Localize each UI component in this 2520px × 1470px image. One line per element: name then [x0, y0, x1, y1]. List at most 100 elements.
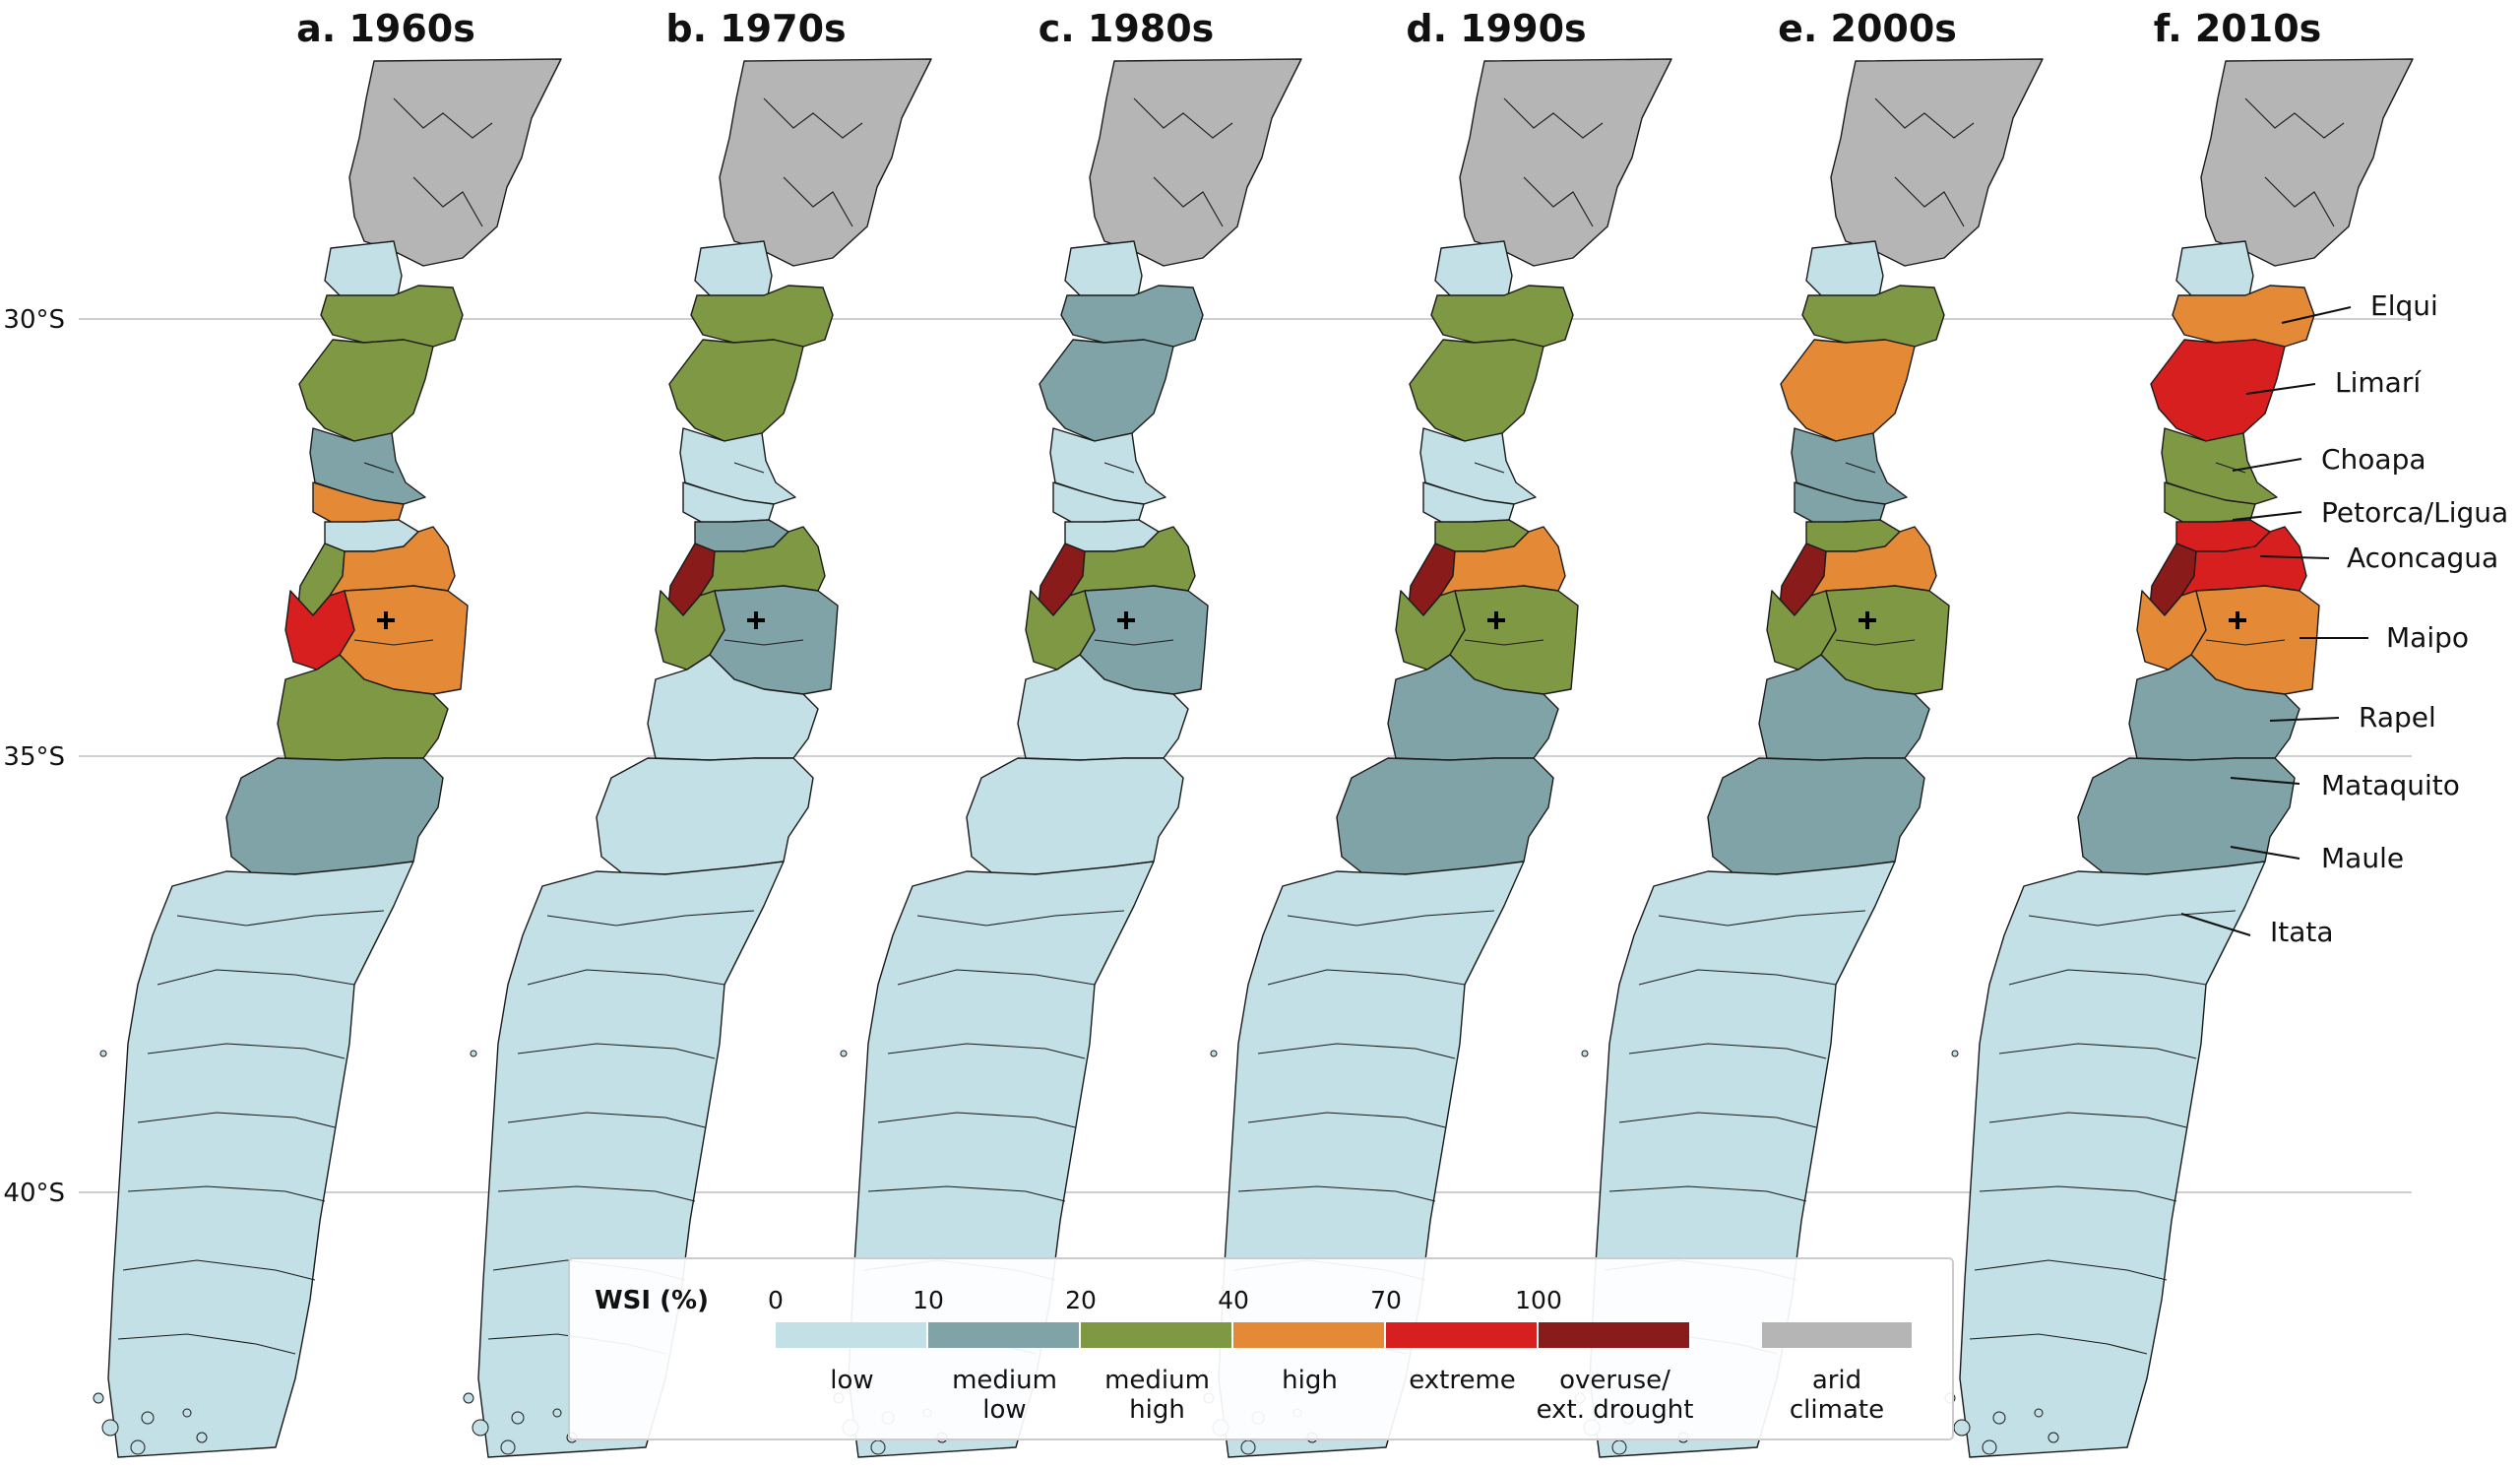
- basin-12: [2077, 757, 2296, 877]
- leader-itata: [2180, 913, 2251, 936]
- island-3: [1611, 1439, 1627, 1455]
- basin-3: [1780, 339, 1916, 442]
- basin-1: [694, 240, 773, 301]
- sub-basin-line-0: [1133, 97, 1233, 139]
- basin-12: [966, 757, 1184, 877]
- basin-0: [2200, 58, 2414, 267]
- sub-basin-line-5: [1608, 1185, 1807, 1202]
- basin-3: [1409, 339, 1544, 442]
- legend-ticks: 0 10 20 40 70 100: [768, 1286, 1562, 1314]
- santiago-marker-icon: [1117, 611, 1135, 629]
- basin-12: [225, 757, 444, 877]
- basin-2: [1060, 285, 1204, 348]
- sub-basin-line-8: [176, 910, 385, 927]
- sub-basin-line-10: [724, 639, 804, 646]
- basin-0: [348, 58, 562, 267]
- sub-basin-line-3: [1257, 1043, 1456, 1059]
- sub-basin-line-7: [1969, 1333, 2148, 1355]
- basin-13: [107, 861, 414, 1458]
- legend-tick-70: 70: [1370, 1286, 1402, 1314]
- latitude-labels: 30°S 35°S 40°S: [3, 305, 65, 1208]
- sub-basin-lines: [1969, 97, 2345, 1355]
- sub-basin-line-3: [1998, 1043, 2197, 1059]
- sub-basin-line-1: [1894, 176, 1965, 227]
- island-3: [500, 1439, 516, 1455]
- island-3: [1240, 1439, 1256, 1455]
- basin-1: [1064, 240, 1143, 301]
- sub-basin-line-1: [1523, 176, 1594, 227]
- legend-label-medium_high: medium: [1104, 1366, 1210, 1395]
- panel-title: f. 2010s: [2154, 7, 2322, 50]
- island-2: [93, 1392, 104, 1404]
- lat-label-35s: 35°S: [3, 742, 65, 772]
- basins: [1959, 58, 2414, 1458]
- sub-basin-line-9: [1103, 462, 1135, 474]
- leader-rapel: [2269, 717, 2340, 722]
- basin-1: [2175, 240, 2254, 301]
- leader-elqui: [2281, 306, 2352, 324]
- legend-swatch-overuse: [1539, 1322, 1689, 1348]
- basin-1: [324, 240, 403, 301]
- legend-label-arid: arid: [1812, 1366, 1861, 1395]
- basin-3: [668, 339, 804, 442]
- island-6: [1210, 1050, 1218, 1057]
- legend-swatch-medium_low: [928, 1322, 1079, 1348]
- sub-basin-line-3: [147, 1043, 346, 1059]
- basin-label-elqui: Elqui: [2370, 289, 2438, 322]
- legend-box: [568, 1257, 1954, 1440]
- sub-basin-line-10: [1094, 639, 1174, 646]
- legend-label-medium_low-line2: low: [982, 1395, 1026, 1425]
- basin-13: [1959, 861, 2266, 1458]
- island-5: [552, 1408, 562, 1418]
- leader-limari: [2245, 383, 2316, 395]
- sub-basin-line-5: [127, 1185, 326, 1202]
- basin-2: [1430, 285, 1574, 348]
- sub-basin-line-10: [353, 639, 434, 646]
- sub-basin-line-7: [117, 1333, 296, 1355]
- legend-swatch-extreme: [1386, 1322, 1537, 1348]
- basin-0: [1830, 58, 2044, 267]
- legend-label-medium_low: medium: [952, 1366, 1057, 1395]
- sub-basin-line-2: [2008, 969, 2207, 986]
- island-5: [182, 1408, 192, 1418]
- basin-label-itata: Itata: [2270, 916, 2334, 948]
- island-6: [1581, 1050, 1589, 1057]
- sub-basin-line-2: [897, 969, 1096, 986]
- sub-basin-line-9: [1474, 462, 1505, 474]
- basin-label-limari: Limarí: [2335, 366, 2422, 399]
- sub-basin-line-5: [1237, 1185, 1436, 1202]
- island-6: [470, 1050, 477, 1057]
- legend-label-extreme: extreme: [1409, 1366, 1516, 1395]
- basin-3: [1039, 339, 1174, 442]
- basin-4: [679, 427, 796, 505]
- sub-basin-lines: [117, 97, 493, 1355]
- legend-tick-20: 20: [1065, 1286, 1097, 1314]
- legend-tick-10: 10: [913, 1286, 944, 1314]
- legend-label-overuse-line2: ext. drought: [1537, 1395, 1694, 1425]
- basins: [477, 58, 932, 1458]
- santiago-marker-icon: [377, 611, 395, 629]
- sub-basin-line-2: [1267, 969, 1466, 986]
- legend-swatches: [776, 1322, 1912, 1348]
- island-0: [1953, 1419, 1971, 1437]
- leader-mataquito: [2230, 777, 2300, 785]
- sub-basin-line-0: [763, 97, 863, 139]
- island-5: [2034, 1408, 2044, 1418]
- basin-12: [1336, 757, 1554, 877]
- panel-title: d. 1990s: [1406, 7, 1586, 50]
- island-0: [101, 1419, 119, 1437]
- sub-basin-line-3: [1628, 1043, 1827, 1059]
- lat-label-30s: 30°S: [3, 305, 65, 335]
- sub-basin-line-10: [1464, 639, 1544, 646]
- legend-swatch-low: [776, 1322, 926, 1348]
- lat-label-40s: 40°S: [3, 1179, 65, 1208]
- sub-basin-line-1: [783, 176, 853, 227]
- leader-petorca: [2232, 511, 2302, 521]
- legend-tick-40: 40: [1218, 1286, 1249, 1314]
- panel-title: e. 2000s: [1778, 7, 1957, 50]
- sub-basin-line-4: [507, 1112, 706, 1128]
- sub-basin-line-8: [916, 910, 1125, 927]
- island-0: [472, 1419, 489, 1437]
